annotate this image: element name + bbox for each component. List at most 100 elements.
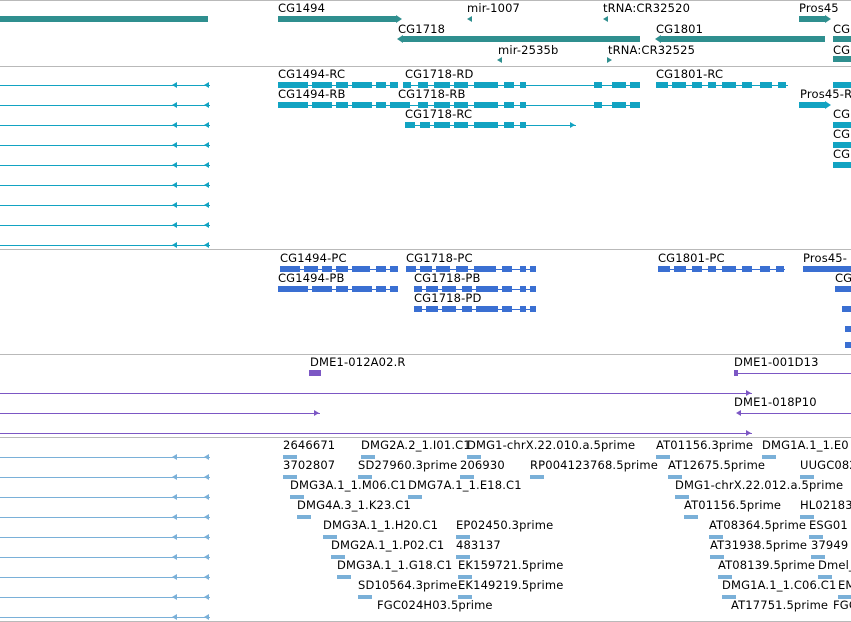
exon-block[interactable] [352,266,370,272]
exon-block[interactable] [426,306,438,312]
exon-block[interactable] [336,82,348,88]
protein-label[interactable]: CG1801-PC [658,251,725,265]
gene-label[interactable]: CG2 [833,43,851,57]
exon-block[interactable] [612,102,626,108]
exon-block[interactable] [722,266,736,272]
exon-block[interactable] [454,122,468,128]
est-label[interactable]: EM [838,578,851,592]
exon-block[interactable] [520,286,526,292]
exon-block[interactable] [390,102,398,108]
exon-block[interactable] [420,266,432,272]
est-bar[interactable] [408,495,422,499]
est-bar[interactable] [722,595,736,599]
transcript-label[interactable]: CG1494-RB [278,87,346,101]
exon-block[interactable] [420,122,430,128]
exon-block[interactable] [336,266,348,272]
exon-block[interactable] [390,286,398,292]
exon-block[interactable] [502,266,512,272]
est-bar[interactable] [530,475,544,479]
gene-label[interactable]: tRNA:CR32525 [608,43,696,57]
exon-block[interactable] [312,82,332,88]
exon-block[interactable] [390,82,398,88]
est-bar[interactable] [331,555,345,559]
est-bar[interactable] [710,555,724,559]
gene-label[interactable]: Pros45 [799,1,839,15]
est-bar[interactable] [656,455,670,459]
transcript-label[interactable]: CG1718-RD [405,67,474,81]
gene-bar[interactable] [403,36,640,42]
est-line[interactable] [0,497,210,498]
exon-block[interactable] [778,82,786,88]
est-label[interactable]: SD10564.3prime [358,578,458,592]
transcript-label[interactable]: CG2 [833,147,851,161]
est-bar[interactable] [458,595,472,599]
exon-block[interactable] [833,162,851,168]
clone-end[interactable] [309,370,321,376]
est-bar[interactable] [361,455,375,459]
est-label[interactable]: 206930 [460,458,505,472]
exon-block[interactable] [760,266,770,272]
exon-block[interactable] [530,266,536,272]
exon-block[interactable] [708,82,716,88]
est-bar[interactable] [668,475,682,479]
exon-block[interactable] [418,82,428,88]
protein-label[interactable]: CG1494-PB [278,271,345,285]
est-label[interactable]: AT31938.5prime [710,538,808,552]
exon-block[interactable] [833,82,851,88]
clone-line[interactable] [0,433,752,434]
exon-block[interactable] [376,82,386,88]
est-bar[interactable] [675,495,689,499]
est-bar[interactable] [709,535,723,539]
est-bar[interactable] [467,455,481,459]
exon-block[interactable] [530,306,536,312]
exon-block[interactable] [462,286,472,292]
exon-block[interactable] [403,82,411,88]
est-label[interactable]: DMG7A.1_1.E18.C1 [408,478,522,492]
est-label[interactable]: 3702807 [283,458,336,472]
est-line[interactable] [0,477,210,478]
clone-line[interactable] [0,413,320,414]
exon-block[interactable] [776,266,784,272]
exon-block[interactable] [474,266,496,272]
exon-block[interactable] [426,286,438,292]
gene-bar[interactable] [799,16,825,22]
exon-block[interactable] [352,102,372,108]
est-bar[interactable] [838,595,851,599]
exon-block[interactable] [504,102,514,108]
exon-block[interactable] [742,266,752,272]
est-bar[interactable] [358,475,372,479]
exon-block[interactable] [406,266,416,272]
transcript-label[interactable]: CG2 [833,107,851,121]
exon-block[interactable] [278,102,308,108]
exon-block[interactable] [442,306,456,312]
transcript-label[interactable]: CG1494-RC [278,67,346,81]
est-label[interactable]: 37949 [811,538,849,552]
est-bar[interactable] [456,535,470,539]
est-bar[interactable] [323,535,337,539]
protein-label[interactable]: CG1718-PB [414,271,481,285]
exon-block[interactable] [630,102,640,108]
exon-block[interactable] [414,306,422,312]
exon-block[interactable] [462,306,472,312]
transcript-line[interactable] [0,145,210,146]
exon-block[interactable] [833,122,851,128]
exon-block[interactable] [842,306,851,312]
exon-block[interactable] [474,102,498,108]
exon-block[interactable] [456,266,468,272]
exon-block[interactable] [658,266,670,272]
exon-block[interactable] [502,286,512,292]
exon-block[interactable] [520,122,526,128]
transcript-label[interactable]: CG1718-RB [398,87,466,101]
est-label[interactable]: EK149219.5prime [458,578,564,592]
est-label[interactable]: EP02450.3prime [456,518,554,532]
gene-label[interactable]: mir-1007 [467,1,521,15]
est-bar[interactable] [283,475,297,479]
gene-label[interactable]: mir-2535b [498,43,559,57]
exon-block[interactable] [845,342,851,348]
transcript-line[interactable] [0,205,210,206]
est-label[interactable]: FGC [833,598,851,612]
exon-block[interactable] [434,82,450,88]
exon-block[interactable] [476,286,498,292]
exon-block[interactable] [278,82,308,88]
est-line[interactable] [0,557,210,558]
